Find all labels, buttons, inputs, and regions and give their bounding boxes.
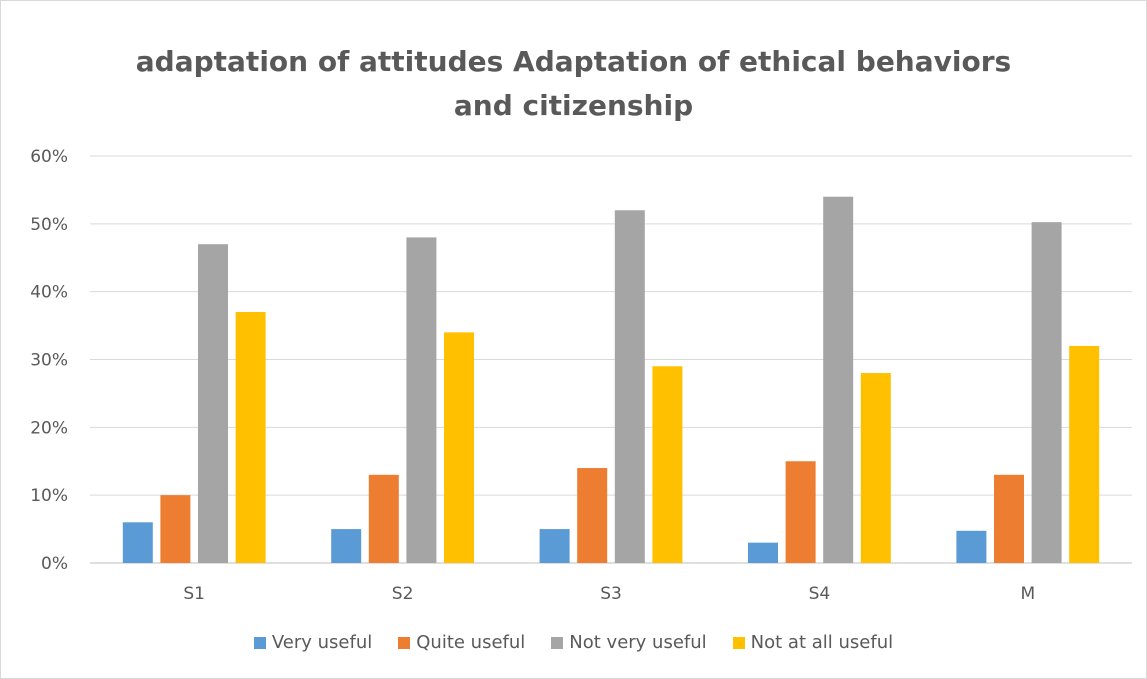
chart-title-line-1: adaptation of attitudes Adaptation of et… <box>135 45 1012 78</box>
y-tick-label: 50% <box>30 215 68 235</box>
bar-very-useful-s2 <box>331 529 362 563</box>
x-tick-label: S4 <box>809 584 831 604</box>
bar-not-very-useful-m <box>1031 222 1062 563</box>
bar-very-useful-m <box>956 530 987 563</box>
bar-not-at-all-useful-s2 <box>444 332 474 563</box>
bar-quite-useful-s2 <box>368 474 399 563</box>
legend: Very useful Quite useful Not very useful No… <box>0 632 1147 653</box>
legend-swatch <box>398 636 411 649</box>
x-tick-label: M <box>1020 584 1035 604</box>
legend-label: Not very useful <box>569 632 707 653</box>
x-tick-label: S3 <box>600 584 622 604</box>
x-tick-label: S1 <box>183 584 205 604</box>
bar-very-useful-s3 <box>539 529 570 563</box>
axis-labels: 0% 10% 20% 30% 40% 50% 60% S1 S2 S3 S4 M <box>30 147 1035 604</box>
bar-very-useful-s1 <box>122 522 153 563</box>
legend-label: Not at all useful <box>750 632 894 653</box>
legend-item: Not very useful <box>551 632 707 653</box>
y-tick-label: 60% <box>30 147 68 167</box>
legend-item: Not at all useful <box>732 632 894 653</box>
y-tick-label: 10% <box>30 486 68 506</box>
bar-quite-useful-m <box>994 474 1024 563</box>
chart-title: adaptation of attitudes Adaptation of et… <box>0 40 1147 128</box>
bar-not-very-useful-s1 <box>198 244 228 563</box>
chart-title-line-2: and citizenship <box>453 89 694 122</box>
legend-swatch <box>551 636 564 649</box>
bar-quite-useful-s3 <box>577 468 608 563</box>
bar-not-very-useful-s3 <box>614 210 645 563</box>
y-tick-label: 40% <box>30 283 68 303</box>
bar-very-useful-s4 <box>748 542 778 563</box>
bar-not-at-all-useful-s3 <box>652 366 683 563</box>
x-tick-label: S2 <box>392 584 414 604</box>
bar-not-at-all-useful-s4 <box>860 373 891 563</box>
bar-not-very-useful-s4 <box>823 196 854 563</box>
bar-quite-useful-s4 <box>785 461 816 563</box>
bar-quite-useful-s1 <box>160 495 191 563</box>
legend-swatch <box>732 636 745 649</box>
bar-not-at-all-useful-m <box>1069 345 1100 563</box>
y-tick-label: 20% <box>30 418 68 438</box>
bar-not-at-all-useful-s1 <box>235 312 266 563</box>
legend-label: Quite useful <box>416 632 526 653</box>
legend-label: Very useful <box>271 632 373 653</box>
bar-not-very-useful-s2 <box>406 237 437 563</box>
legend-swatch <box>253 636 266 649</box>
legend-item: Quite useful <box>398 632 525 653</box>
legend-item: Very useful <box>253 632 373 653</box>
y-tick-label: 0% <box>41 554 68 574</box>
bars <box>122 196 1100 563</box>
y-tick-label: 30% <box>30 351 68 371</box>
